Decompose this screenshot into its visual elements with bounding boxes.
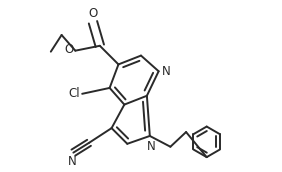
Text: O: O (65, 43, 74, 56)
Text: O: O (88, 7, 98, 20)
Text: N: N (68, 155, 77, 168)
Text: N: N (146, 140, 155, 153)
Text: Cl: Cl (68, 87, 80, 100)
Text: N: N (162, 65, 171, 78)
